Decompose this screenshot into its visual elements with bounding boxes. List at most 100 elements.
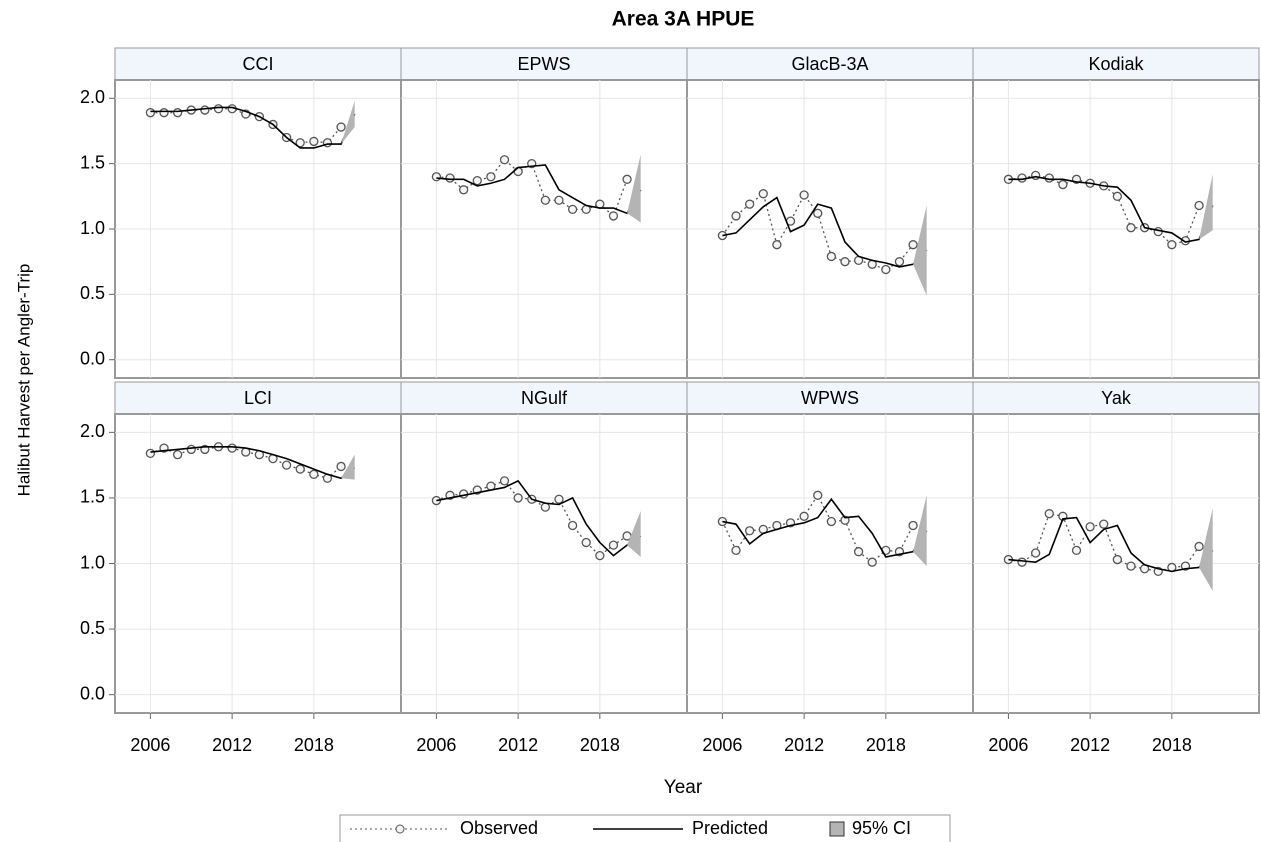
observed-point bbox=[172, 450, 183, 460]
legend-label: Observed bbox=[460, 818, 538, 838]
observed-point bbox=[1030, 548, 1041, 558]
observed-point bbox=[1112, 554, 1123, 565]
observed-line bbox=[150, 446, 342, 479]
observed-point bbox=[336, 122, 346, 132]
observed-point bbox=[881, 264, 891, 275]
legend-label: 95% CI bbox=[852, 818, 911, 838]
observed-point bbox=[1099, 519, 1109, 529]
y-tick-label: 2.0 bbox=[80, 421, 105, 441]
observed-point bbox=[336, 461, 346, 472]
x-tick-label: 2018 bbox=[1152, 735, 1192, 755]
ci-band bbox=[341, 454, 355, 480]
observed-point bbox=[458, 185, 469, 195]
observed-point bbox=[595, 550, 605, 561]
observed-point bbox=[499, 155, 510, 165]
observed-point bbox=[200, 105, 210, 115]
observed-point bbox=[772, 240, 782, 250]
observed-point bbox=[908, 520, 918, 531]
panel-title: EPWS bbox=[517, 54, 570, 74]
strip bbox=[686, 47, 974, 81]
observed-point bbox=[622, 174, 632, 184]
observed-point bbox=[581, 537, 591, 548]
predicted-line bbox=[150, 106, 356, 149]
y-tick-label: 1.5 bbox=[80, 152, 105, 172]
observed-point bbox=[1126, 223, 1136, 233]
observed-point bbox=[172, 108, 183, 118]
observed-point bbox=[744, 199, 755, 209]
y-tick-label: 0.0 bbox=[80, 348, 105, 368]
observed-point bbox=[540, 502, 551, 512]
x-axis-label: Year bbox=[664, 777, 703, 798]
legend-ci-swatch bbox=[829, 821, 845, 837]
observed-point bbox=[295, 464, 305, 474]
y-tick-label: 1.5 bbox=[80, 487, 105, 507]
ci-band bbox=[913, 205, 927, 296]
legend-observed-marker bbox=[395, 824, 405, 834]
observed-point bbox=[1194, 541, 1204, 552]
ci-band bbox=[341, 100, 355, 145]
observed-point bbox=[486, 172, 496, 182]
observed-point bbox=[499, 476, 510, 486]
panel-title: GlacB-3A bbox=[791, 54, 868, 74]
predicted-line bbox=[1008, 175, 1214, 243]
observed-point bbox=[295, 138, 305, 148]
observed-point bbox=[799, 190, 809, 200]
predicted-line bbox=[436, 164, 642, 215]
ci-band bbox=[913, 495, 927, 567]
x-tick-label: 2018 bbox=[866, 735, 906, 755]
ci-band bbox=[1199, 508, 1213, 592]
observed-point bbox=[145, 448, 156, 458]
observed-point bbox=[1194, 200, 1204, 211]
observed-point bbox=[608, 540, 619, 550]
y-tick-label: 1.0 bbox=[80, 552, 105, 572]
observed-point bbox=[840, 515, 850, 525]
predicted-line bbox=[436, 479, 642, 557]
observed-point bbox=[1071, 545, 1082, 556]
observed-point bbox=[1058, 179, 1068, 190]
strip bbox=[972, 47, 1260, 81]
observed-point bbox=[826, 516, 837, 527]
ci-band bbox=[627, 511, 641, 557]
observed-point bbox=[1167, 240, 1177, 250]
panel-title: CCI bbox=[243, 54, 274, 74]
observed-point bbox=[840, 257, 850, 267]
y-tick-label: 0.5 bbox=[80, 283, 105, 303]
observed-point bbox=[731, 545, 741, 556]
observed-point bbox=[145, 108, 156, 118]
observed-point bbox=[309, 469, 319, 479]
panel-title: NGulf bbox=[521, 388, 568, 408]
observed-point bbox=[867, 557, 877, 567]
observed-point bbox=[853, 547, 864, 557]
observed-point bbox=[731, 211, 741, 221]
observed-point bbox=[1017, 557, 1027, 567]
x-tick-label: 2006 bbox=[988, 735, 1028, 755]
y-tick-label: 0.0 bbox=[80, 683, 105, 703]
y-tick-label: 1.0 bbox=[80, 218, 105, 238]
observed-point bbox=[1044, 509, 1054, 519]
observed-point bbox=[227, 443, 237, 453]
observed-point bbox=[799, 511, 809, 521]
legend-label: Predicted bbox=[692, 818, 768, 838]
strip bbox=[972, 381, 1260, 415]
observed-point bbox=[608, 211, 619, 221]
panel-title: Yak bbox=[1101, 388, 1132, 408]
x-tick-label: 2012 bbox=[1070, 735, 1110, 755]
observed-point bbox=[813, 490, 823, 500]
x-tick-label: 2012 bbox=[212, 735, 252, 755]
y-axis-label: Halibut Harvest per Angler-Trip bbox=[14, 264, 33, 497]
y-tick-label: 0.5 bbox=[80, 618, 105, 638]
predicted-line bbox=[1008, 516, 1214, 573]
x-tick-label: 2018 bbox=[294, 735, 334, 755]
panel-title: LCI bbox=[244, 388, 272, 408]
observed-point bbox=[567, 204, 578, 215]
strip bbox=[114, 47, 402, 81]
observed-point bbox=[826, 251, 837, 262]
observed-line bbox=[436, 158, 628, 218]
observed-point bbox=[309, 136, 319, 147]
observed-point bbox=[908, 240, 918, 250]
observed-point bbox=[554, 195, 564, 205]
x-tick-label: 2006 bbox=[416, 735, 456, 755]
observed-line bbox=[1008, 174, 1200, 246]
ci-band bbox=[627, 154, 641, 223]
